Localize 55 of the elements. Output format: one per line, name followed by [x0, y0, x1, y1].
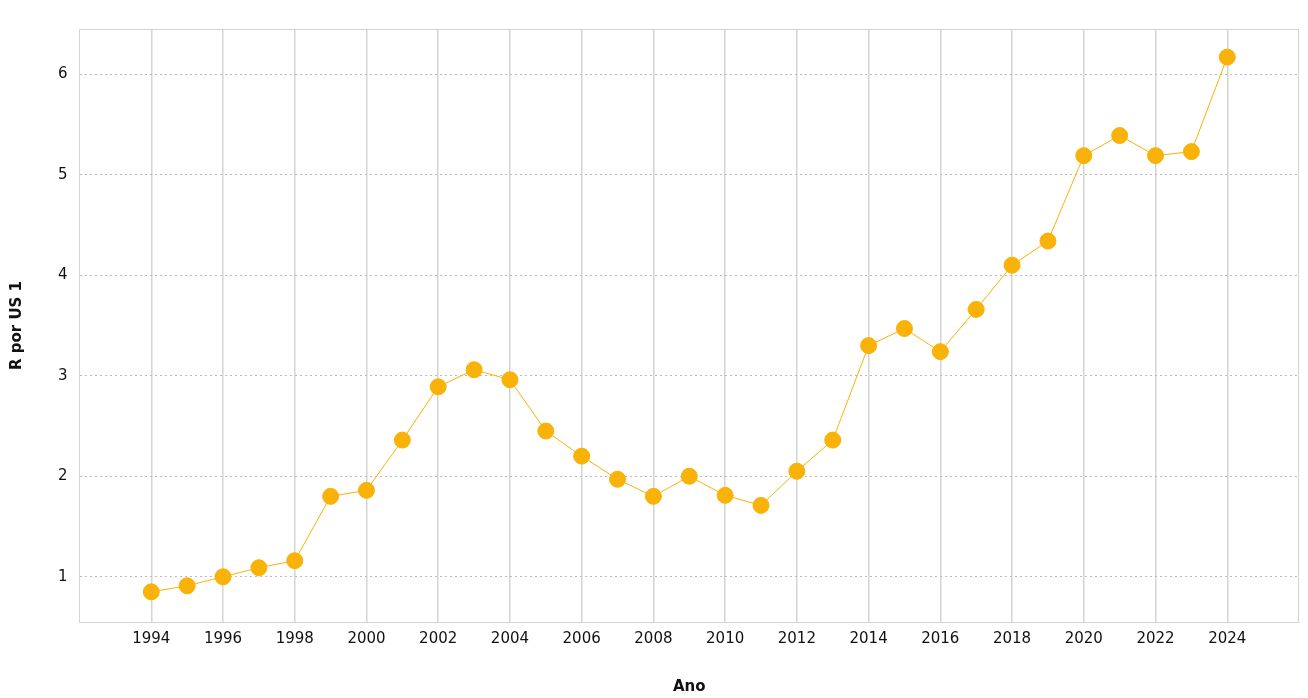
- x-tick-label: 1998: [275, 628, 314, 647]
- point: [824, 431, 842, 449]
- y-axis-title: R por US 1: [6, 280, 25, 371]
- y-tick-label: 3: [58, 365, 68, 384]
- point: [357, 481, 375, 499]
- x-tick-label: 2008: [634, 628, 673, 647]
- point: [1147, 147, 1165, 165]
- point: [788, 462, 806, 480]
- point: [142, 583, 160, 601]
- y-tick-label: 4: [58, 265, 68, 284]
- x-tick-label: 2010: [706, 628, 745, 647]
- point: [860, 337, 878, 355]
- point: [680, 467, 698, 485]
- point: [967, 300, 985, 318]
- point: [1039, 232, 1057, 250]
- point: [429, 378, 447, 396]
- point: [895, 320, 913, 338]
- point: [250, 559, 268, 577]
- x-tick-label: 2022: [1136, 628, 1175, 647]
- x-tick-label: 2006: [562, 628, 601, 647]
- point: [1182, 143, 1200, 161]
- x-axis-title: Ano: [672, 676, 706, 695]
- point: [752, 496, 770, 514]
- point: [1003, 256, 1021, 274]
- point: [573, 447, 591, 465]
- x-tick-label: 1996: [203, 628, 243, 647]
- y-tick-label: 6: [58, 64, 68, 83]
- point: [716, 486, 734, 504]
- point: [465, 361, 483, 379]
- point: [214, 568, 232, 586]
- x-tick-label: 2014: [849, 628, 888, 647]
- y-tick-label: 2: [58, 466, 68, 485]
- x-tick-label: 1994: [132, 628, 171, 647]
- point: [1218, 48, 1236, 66]
- point: [644, 487, 662, 505]
- x-tick-label: 2004: [490, 628, 530, 647]
- x-tick-label: 2020: [1064, 628, 1103, 647]
- point: [1111, 127, 1129, 145]
- point: [1075, 147, 1093, 165]
- x-tick-label: 2016: [921, 628, 960, 647]
- y-tick-label: 1: [58, 566, 68, 585]
- point: [178, 577, 196, 595]
- point: [501, 371, 519, 389]
- point: [609, 470, 627, 488]
- point: [322, 487, 340, 505]
- x-tick-label: 2018: [992, 628, 1032, 647]
- x-tick-label: 2012: [777, 628, 816, 647]
- point: [286, 552, 304, 570]
- point: [931, 343, 949, 361]
- point: [393, 431, 411, 449]
- point: [537, 422, 555, 440]
- x-tick-label: 2002: [419, 628, 458, 647]
- x-tick-label: 2000: [347, 628, 386, 647]
- y-tick-label: 5: [58, 164, 68, 183]
- x-tick-label: 2024: [1208, 628, 1247, 647]
